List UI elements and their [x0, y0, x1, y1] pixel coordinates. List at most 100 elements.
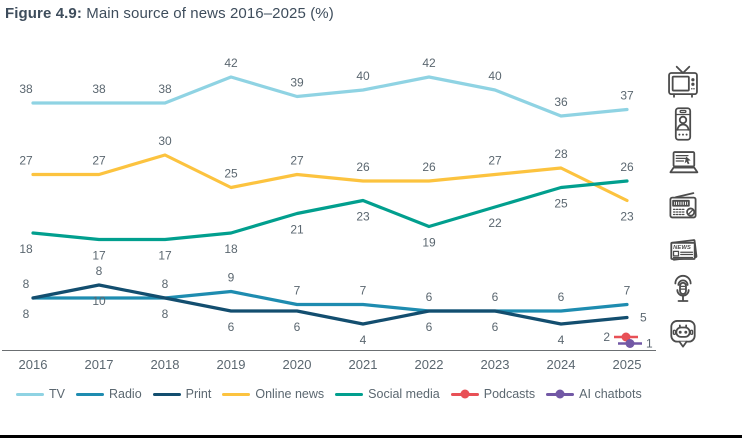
legend-item-print: Print	[152, 387, 212, 401]
value-label: 23	[356, 210, 370, 224]
value-label: 37	[620, 89, 634, 103]
value-label: 26	[620, 160, 634, 174]
legend-swatch	[152, 392, 181, 396]
x-tick-2022: 2022	[415, 357, 444, 372]
value-label: 6	[426, 290, 433, 304]
value-label: 8	[23, 307, 30, 321]
value-label: 6	[492, 290, 499, 304]
value-label: 8	[162, 277, 169, 291]
value-label: 27	[92, 154, 106, 168]
value-label: 2	[603, 330, 610, 344]
value-label: 18	[224, 242, 238, 256]
value-label: 42	[224, 56, 238, 70]
value-label: 4	[360, 333, 367, 347]
legend-item-social-media: Social media	[335, 387, 440, 401]
legend-swatch	[546, 389, 575, 399]
value-label: 21	[290, 223, 304, 237]
legend-swatch	[75, 392, 104, 396]
x-tick-2020: 2020	[283, 357, 312, 372]
legend-label: Podcasts	[483, 387, 536, 401]
value-label: 6	[558, 290, 565, 304]
legend-item-tv: TV	[16, 387, 65, 401]
legend-swatch-dot	[555, 389, 565, 399]
value-label: 42	[422, 56, 436, 70]
value-label: 40	[488, 69, 502, 83]
value-label: 30	[158, 134, 172, 148]
x-tick-2018: 2018	[151, 357, 180, 372]
smartphone-profile-icon	[665, 106, 701, 142]
x-tick-2023: 2023	[481, 357, 510, 372]
value-label: 7	[360, 284, 367, 298]
value-label: 8	[96, 264, 103, 278]
legend-swatch	[16, 392, 44, 396]
value-label: 22	[488, 216, 502, 230]
line-chart: 2016 2017 2018 2019 2020 2021 2022 2023 2024 2025…	[2, 56, 656, 372]
value-label: 26	[356, 160, 370, 174]
x-tick-2016: 2016	[19, 357, 48, 372]
value-label: 4	[558, 333, 565, 347]
value-label: 7	[294, 284, 301, 298]
series-line	[31, 283, 629, 326]
data-point-dot	[621, 332, 631, 342]
value-label: 25	[554, 197, 568, 211]
value-label: 10	[92, 294, 106, 308]
legend-item-online-news: Online news	[222, 387, 324, 401]
value-label: 27	[19, 154, 33, 168]
series-line	[31, 75, 629, 118]
tv-icon	[665, 64, 701, 100]
legend-label: Print	[185, 387, 212, 401]
x-tick-2024: 2024	[547, 357, 576, 372]
legend-label: Social media	[368, 387, 440, 401]
value-label: 6	[228, 320, 235, 334]
value-label: 18	[19, 242, 33, 256]
value-label: 6	[426, 320, 433, 334]
x-tick-2019: 2019	[217, 357, 246, 372]
value-label: 5	[640, 311, 647, 325]
x-tick-2025: 2025	[613, 357, 642, 372]
newspaper-masthead-text: NEWS	[673, 245, 691, 251]
figure-number: Figure 4.9:	[5, 5, 82, 22]
legend-swatch-dot	[460, 389, 470, 399]
value-label: 40	[356, 69, 370, 83]
value-label: 27	[488, 154, 502, 168]
ai-chatbot-icon	[665, 316, 701, 352]
value-label: 27	[290, 154, 304, 168]
figure-title-text: Main source of news 2016–2025 (%)	[81, 5, 334, 22]
legend-item-ai-chatbots: AI chatbots	[546, 387, 642, 401]
x-tick-2017: 2017	[85, 357, 114, 372]
x-tick-2021: 2021	[349, 357, 378, 372]
value-label: 6	[492, 320, 499, 334]
laptop-news-icon	[665, 148, 701, 184]
series-line	[31, 289, 629, 313]
value-label: 25	[224, 167, 238, 181]
value-label: 7	[624, 284, 631, 298]
figure-title: Figure 4.9: Main source of news 2016–202…	[5, 5, 334, 22]
value-label: 38	[158, 82, 172, 96]
value-label: 17	[158, 249, 172, 263]
value-label: 36	[554, 95, 568, 109]
podcast-microphone-icon	[665, 274, 701, 310]
value-label: 9	[228, 271, 235, 285]
value-label: 8	[162, 307, 169, 321]
value-label: 23	[620, 210, 634, 224]
value-label: 39	[290, 76, 304, 90]
value-label: 6	[294, 320, 301, 334]
value-label: 8	[23, 277, 30, 291]
value-label: 28	[554, 147, 568, 161]
series-line	[31, 179, 629, 242]
value-label: 17	[92, 249, 106, 263]
series-line	[31, 153, 629, 203]
radio-icon	[665, 190, 701, 226]
value-label: 26	[422, 160, 436, 174]
legend-label: Online news	[255, 387, 325, 401]
value-label: 38	[92, 82, 106, 96]
newspaper-icon: NEWS	[665, 232, 701, 268]
legend-label: Radio	[108, 387, 142, 401]
bottom-border	[0, 435, 742, 438]
legend-label: TV	[49, 387, 65, 401]
value-label: 19	[422, 236, 436, 250]
legend-swatch	[222, 392, 251, 396]
legend-swatch	[335, 392, 364, 396]
data-point-dot	[625, 339, 635, 348]
